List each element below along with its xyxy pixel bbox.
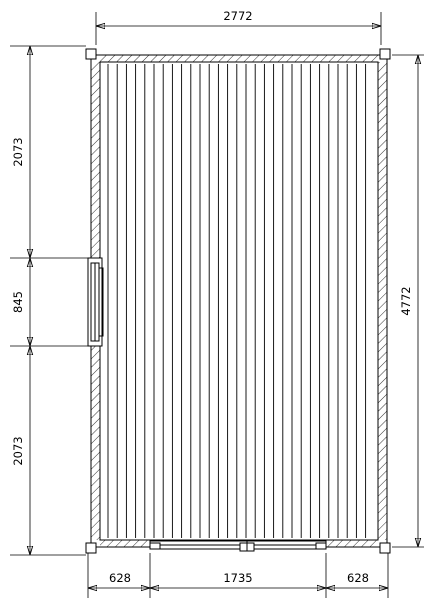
dim-left-bottom: 2073 bbox=[11, 436, 25, 465]
dim-bottom-door: 1735 bbox=[223, 571, 252, 585]
dim-overall-length: 4772 bbox=[399, 286, 413, 315]
dim-left-window: 845 bbox=[11, 291, 25, 313]
dim-bottom-right: 628 bbox=[347, 571, 369, 585]
corner-posts bbox=[85, 48, 391, 554]
dim-left-top: 2073 bbox=[11, 137, 25, 166]
dimension-lines bbox=[10, 12, 424, 598]
dim-overall-width: 2772 bbox=[223, 9, 252, 23]
bottom-door bbox=[149, 540, 327, 552]
dim-bottom-left: 628 bbox=[109, 571, 131, 585]
left-window bbox=[87, 257, 104, 347]
floor-boards bbox=[107, 64, 367, 538]
wall-hatching bbox=[91, 55, 387, 547]
